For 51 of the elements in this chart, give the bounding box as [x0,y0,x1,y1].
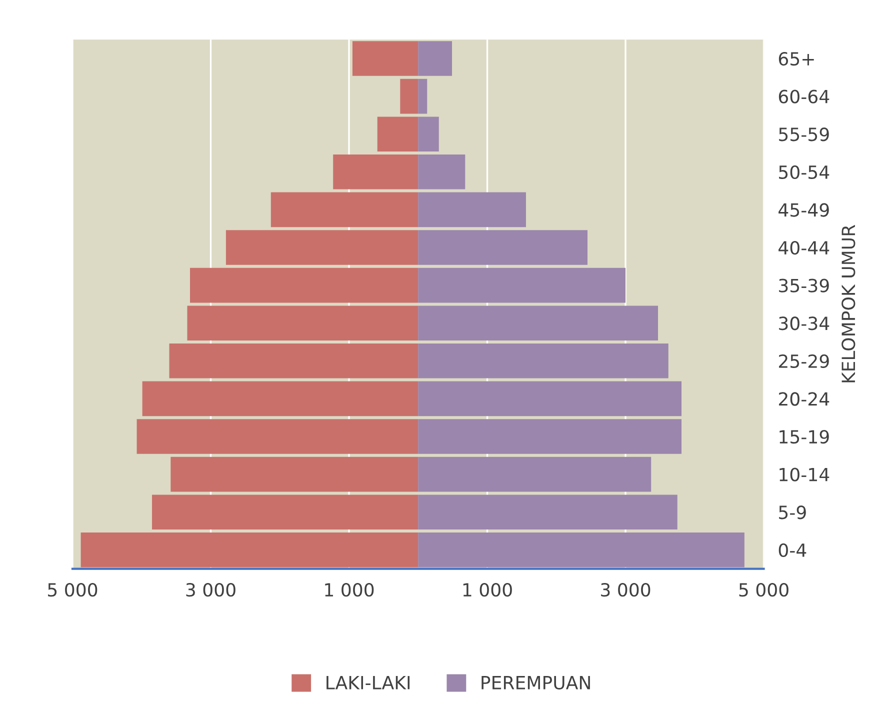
bar [190,268,418,303]
bar [418,419,682,454]
bar [136,419,418,454]
y-tick-label: 30-34 [779,316,830,330]
y-tick-label: 25-29 [778,354,829,368]
x-tick-label: 1 000 [325,583,374,597]
y-tick-label: 45-49 [778,203,829,217]
bar [80,532,418,568]
x-tick-label: 3 000 [601,583,650,597]
y-tick-label: 40-44 [778,240,830,255]
bar [226,230,418,265]
bar [170,456,418,492]
bar [418,532,744,568]
y-axis-title: KELOMPOK UMUR [842,224,856,382]
x-tick-label: 5 000 [48,583,98,597]
y-tick-label: 65+ [778,52,814,66]
y-tick-label: 0-4 [778,543,806,558]
bar [152,494,418,530]
bar [400,78,418,114]
bar [187,306,418,340]
y-tick-label: 5-9 [779,506,806,520]
bar [418,41,452,76]
bar [418,192,526,228]
y-tick-label: 60-64 [778,90,830,104]
legend-label: LAKI-LAKI [326,676,410,690]
bar [418,230,588,265]
bar [333,154,418,190]
bar [418,154,466,190]
bar [418,494,678,530]
bar [418,78,428,114]
x-tick-label: 5 000 [739,583,788,597]
x-tick-label: 1 000 [463,583,512,597]
bar [169,344,418,378]
bar [418,116,439,152]
x-tick-label: 3 000 [186,583,236,597]
y-tick-label: 20-24 [778,392,830,406]
bar [270,192,418,228]
y-tick-label: 35-39 [779,278,829,292]
y-tick-label: 55-59 [779,128,829,142]
bar [418,381,682,416]
legend-label: PEREMPUAN [482,676,590,690]
bar [418,344,668,378]
bar [418,456,652,492]
bar [377,116,418,152]
bar [352,41,418,76]
bar [142,381,418,416]
y-tick-label: 15-19 [780,430,829,444]
y-tick-label: 50-54 [779,165,830,180]
bar [418,268,626,303]
y-tick-label: 10-14 [780,468,830,482]
bar [418,306,658,340]
